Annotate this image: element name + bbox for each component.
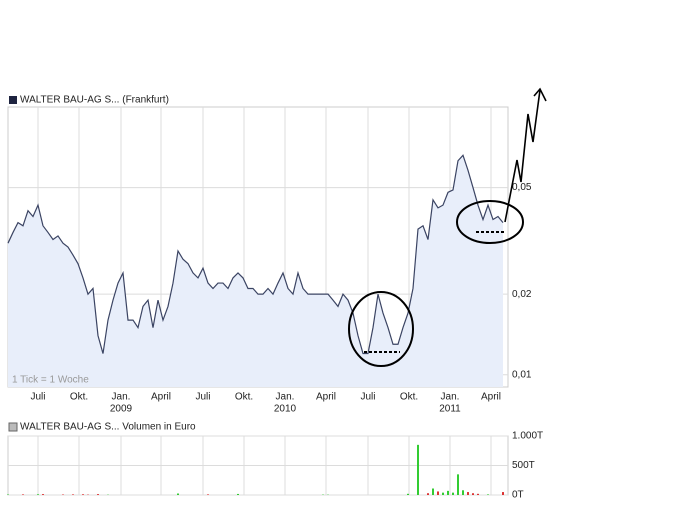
x-tick-label: April [481, 392, 501, 403]
volume-bar [97, 494, 99, 495]
chart-title: WALTER BAU-AG S... (Frankfurt) [20, 95, 169, 106]
legend-icon [8, 422, 18, 432]
volume-bar [462, 490, 464, 495]
volume-bar [457, 474, 459, 495]
arrow-head [533, 87, 547, 102]
volume-bar [82, 494, 84, 495]
arrow [504, 89, 541, 223]
volume-title: WALTER BAU-AG S... Volumen in Euro [20, 422, 196, 433]
x-tick-label: Okt. [400, 392, 418, 403]
volume-bar [432, 488, 434, 495]
x-tick-label: Jan. [276, 392, 295, 403]
x-tick-label: Jan. [441, 392, 460, 403]
x-year-label: 2009 [110, 404, 133, 415]
x-tick-label: Jan. [112, 392, 131, 403]
volume-bar [207, 494, 209, 495]
volume-bar [437, 491, 439, 495]
volume-bar [177, 493, 179, 495]
volume-bar [417, 444, 419, 495]
x-tick-label: Juli [30, 392, 45, 403]
volume-bar [472, 493, 474, 495]
y-tick-label: 0,01 [512, 369, 532, 380]
circle-annotation [456, 200, 524, 244]
x-tick-label: Juli [195, 392, 210, 403]
volume-bar [22, 494, 24, 495]
annotations [348, 87, 547, 367]
y-tick-label: 0,05 [512, 182, 532, 193]
y-tick-label: 1.000T [512, 431, 543, 442]
x-year-label: 2010 [274, 404, 297, 415]
volume-bar [427, 493, 429, 495]
volume-bar [467, 492, 469, 495]
volume-bar [37, 494, 39, 495]
y-tick-label: 0,02 [512, 289, 532, 300]
volume-bar [477, 493, 479, 495]
x-tick-label: April [316, 392, 336, 403]
y-tick-label: 500T [512, 460, 535, 471]
x-tick-label: Juli [360, 392, 375, 403]
volume-bar [72, 494, 74, 495]
x-year-label: 2011 [439, 404, 461, 415]
x-tick-label: Okt. [235, 392, 253, 403]
volume-bar [237, 493, 239, 495]
x-tick-label: April [151, 392, 171, 403]
volume-bar [447, 490, 449, 495]
x-tick-label: Okt. [70, 392, 88, 403]
circle-annotation [348, 291, 414, 367]
volume-bar [502, 492, 504, 495]
volume-bar [442, 492, 444, 495]
volume-bar [42, 494, 44, 495]
volume-bar [452, 492, 454, 495]
price-line [7, 154, 504, 355]
volume-bar [407, 493, 409, 495]
y-tick-label: 0T [512, 490, 524, 501]
note: 1 Tick = 1 Woche [12, 375, 89, 386]
price-area [8, 155, 503, 387]
legend-icon [9, 96, 17, 104]
volume-bar [487, 494, 489, 495]
